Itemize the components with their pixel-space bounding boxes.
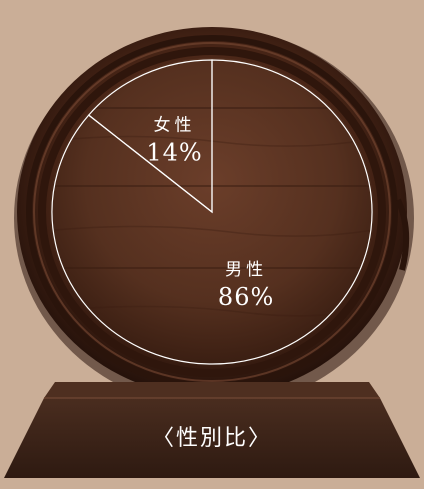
barrel-handle [395, 198, 410, 271]
pie-slice-label-2: 男性 [225, 260, 267, 280]
pie-slice-2 [51, 59, 373, 365]
stand-body [4, 398, 420, 478]
barrel-hoop-highlight [33, 42, 391, 382]
pie-labels: 女性 14% 男性 86% [146, 115, 274, 311]
barrel-stand [4, 382, 420, 478]
pie-slice-value-1: 14% [146, 138, 202, 166]
chart-caption: 〈性別比〉 [152, 426, 272, 451]
barrel [14, 27, 414, 408]
pie-slice-1 [87, 59, 213, 214]
pie-slice-value-2: 86% [218, 283, 274, 311]
pie-slice-label-1: 女性 [154, 115, 196, 135]
barrel-hoop-inner [38, 47, 386, 377]
pie-slices [51, 59, 373, 365]
stand-top [44, 382, 380, 398]
